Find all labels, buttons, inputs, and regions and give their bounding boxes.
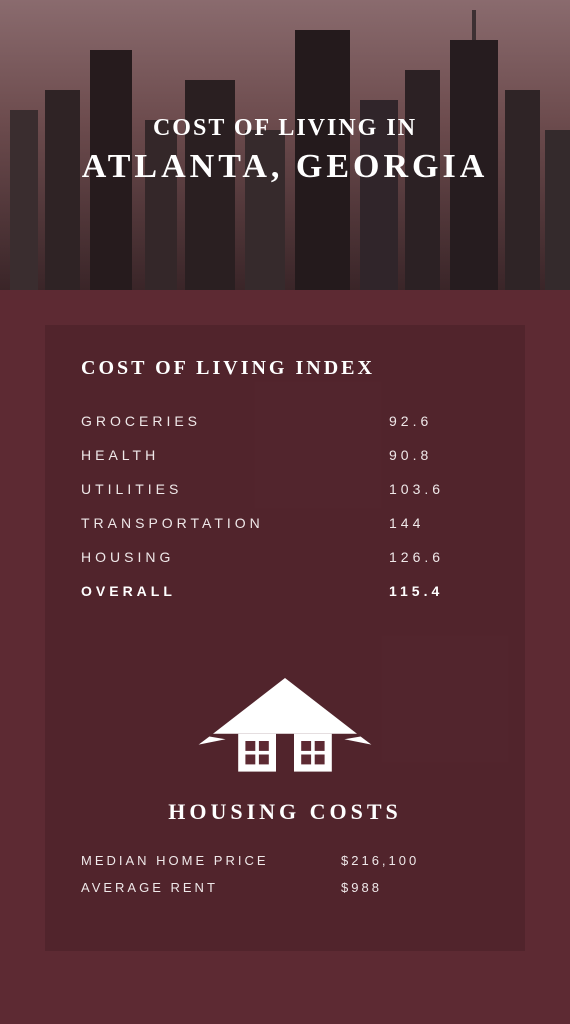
index-value: 144 (389, 515, 489, 531)
index-value: 126.6 (389, 549, 489, 565)
housing-row: AVERAGE RENT $988 (81, 874, 489, 901)
index-value: 115.4 (389, 583, 489, 599)
index-value: 90.8 (389, 447, 489, 463)
index-label: OVERALL (81, 583, 389, 599)
index-row: GROCERIES 92.6 (81, 404, 489, 438)
index-row-overall: OVERALL 115.4 (81, 574, 489, 608)
housing-section-title: HOUSING COSTS (81, 799, 489, 825)
house-icon (195, 678, 375, 777)
index-label: GROCERIES (81, 413, 389, 429)
housing-list: MEDIAN HOME PRICE $216,100 AVERAGE RENT … (81, 847, 489, 901)
index-row: HEALTH 90.8 (81, 438, 489, 472)
index-row: TRANSPORTATION 144 (81, 506, 489, 540)
index-row: UTILITIES 103.6 (81, 472, 489, 506)
index-label: HEALTH (81, 447, 389, 463)
title-line2: ATLANTA, GEORGIA (82, 148, 489, 186)
housing-row: MEDIAN HOME PRICE $216,100 (81, 847, 489, 874)
index-list: GROCERIES 92.6 HEALTH 90.8 UTILITIES 103… (81, 404, 489, 608)
index-section-title: COST OF LIVING INDEX (81, 357, 489, 380)
index-value: 92.6 (389, 413, 489, 429)
index-label: UTILITIES (81, 481, 389, 497)
index-label: HOUSING (81, 549, 389, 565)
main-panel: COST OF LIVING INDEX GROCERIES 92.6 HEAL… (45, 325, 525, 951)
housing-label: MEDIAN HOME PRICE (81, 853, 341, 868)
page-title: COST OF LIVING IN ATLANTA, GEORGIA (82, 115, 489, 186)
housing-label: AVERAGE RENT (81, 880, 341, 895)
index-value: 103.6 (389, 481, 489, 497)
housing-value: $216,100 (341, 853, 419, 868)
housing-value: $988 (341, 880, 382, 895)
content-area: COST OF LIVING INDEX GROCERIES 92.6 HEAL… (0, 290, 570, 951)
index-row: HOUSING 126.6 (81, 540, 489, 574)
index-label: TRANSPORTATION (81, 515, 389, 531)
header-skyline: COST OF LIVING IN ATLANTA, GEORGIA (0, 0, 570, 290)
title-line1: COST OF LIVING IN (82, 115, 489, 142)
